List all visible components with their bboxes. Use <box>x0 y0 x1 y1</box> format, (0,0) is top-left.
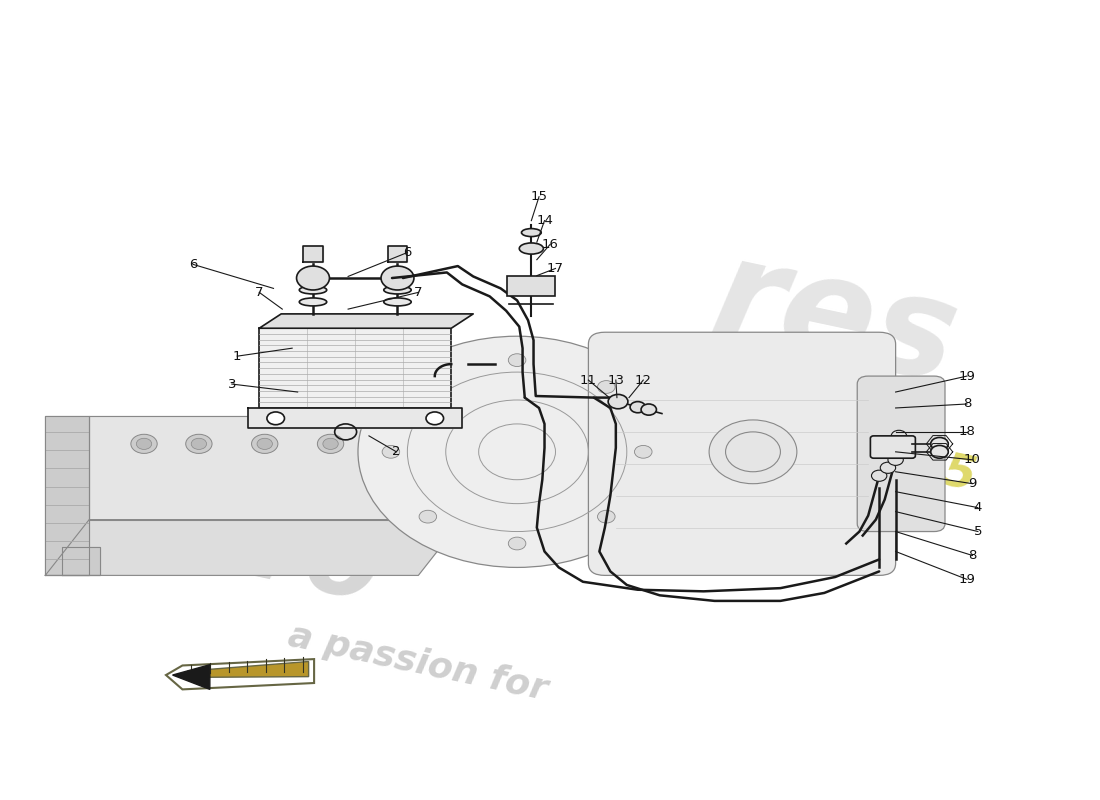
Polygon shape <box>387 246 407 262</box>
Polygon shape <box>249 408 462 428</box>
Circle shape <box>257 438 273 450</box>
Text: 12: 12 <box>635 374 652 386</box>
Text: 10: 10 <box>964 454 981 466</box>
FancyBboxPatch shape <box>588 332 895 575</box>
Polygon shape <box>45 519 462 575</box>
Text: 14: 14 <box>536 214 553 227</box>
Circle shape <box>931 438 948 450</box>
Circle shape <box>323 438 338 450</box>
Circle shape <box>426 412 443 425</box>
Circle shape <box>136 438 152 450</box>
Polygon shape <box>260 314 473 328</box>
Circle shape <box>508 537 526 550</box>
Text: 7: 7 <box>414 286 422 299</box>
Circle shape <box>419 381 437 394</box>
Text: 2: 2 <box>392 446 400 458</box>
Text: 8: 8 <box>962 398 971 410</box>
Circle shape <box>318 434 343 454</box>
Text: 1: 1 <box>233 350 242 362</box>
Text: 16: 16 <box>541 238 559 251</box>
Circle shape <box>630 402 646 413</box>
Circle shape <box>597 510 615 523</box>
Ellipse shape <box>521 229 541 237</box>
Text: 6: 6 <box>189 258 198 271</box>
Circle shape <box>297 266 330 290</box>
Circle shape <box>635 446 652 458</box>
Text: 11: 11 <box>580 374 597 386</box>
Text: 13: 13 <box>607 374 625 386</box>
Polygon shape <box>89 416 462 519</box>
Text: 17: 17 <box>547 262 564 275</box>
Polygon shape <box>62 547 100 575</box>
Text: 7: 7 <box>255 286 264 299</box>
Text: 8: 8 <box>968 549 977 562</box>
Text: 15: 15 <box>530 190 548 203</box>
FancyBboxPatch shape <box>870 436 915 458</box>
Ellipse shape <box>519 243 543 254</box>
Circle shape <box>641 404 657 415</box>
Text: 19: 19 <box>958 573 976 586</box>
Circle shape <box>891 430 906 442</box>
Polygon shape <box>173 665 210 690</box>
Circle shape <box>383 434 409 454</box>
Circle shape <box>191 438 207 450</box>
Text: 4: 4 <box>974 501 982 514</box>
Text: 19: 19 <box>958 370 976 382</box>
Circle shape <box>608 394 628 409</box>
Circle shape <box>358 336 676 567</box>
Circle shape <box>419 510 437 523</box>
Circle shape <box>131 434 157 454</box>
Circle shape <box>186 434 212 454</box>
Circle shape <box>267 412 285 425</box>
Text: euro: euro <box>96 462 390 624</box>
Text: 18: 18 <box>958 426 976 438</box>
Circle shape <box>252 434 278 454</box>
Circle shape <box>888 454 903 466</box>
Circle shape <box>880 462 895 474</box>
Text: 9: 9 <box>968 478 977 490</box>
Circle shape <box>508 354 526 366</box>
Polygon shape <box>304 246 323 262</box>
Circle shape <box>382 446 399 458</box>
Ellipse shape <box>384 298 411 306</box>
Text: a passion for: a passion for <box>286 619 551 707</box>
Circle shape <box>381 266 414 290</box>
Text: 5: 5 <box>974 525 982 538</box>
Circle shape <box>871 470 887 482</box>
Circle shape <box>388 438 404 450</box>
Text: res: res <box>701 229 969 412</box>
Text: since 1985: since 1985 <box>691 396 980 499</box>
Ellipse shape <box>299 298 327 306</box>
FancyBboxPatch shape <box>857 376 945 531</box>
Text: 3: 3 <box>228 378 236 390</box>
Circle shape <box>597 381 615 394</box>
Polygon shape <box>507 277 556 296</box>
Polygon shape <box>180 662 309 678</box>
Circle shape <box>893 442 909 454</box>
Polygon shape <box>45 416 89 575</box>
FancyBboxPatch shape <box>260 328 451 408</box>
Ellipse shape <box>299 286 327 294</box>
Circle shape <box>931 446 948 458</box>
Ellipse shape <box>384 286 411 294</box>
Circle shape <box>710 420 796 484</box>
Text: 6: 6 <box>404 246 411 259</box>
